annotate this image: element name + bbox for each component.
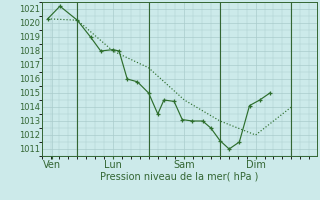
X-axis label: Pression niveau de la mer( hPa ): Pression niveau de la mer( hPa ) [100,172,258,182]
